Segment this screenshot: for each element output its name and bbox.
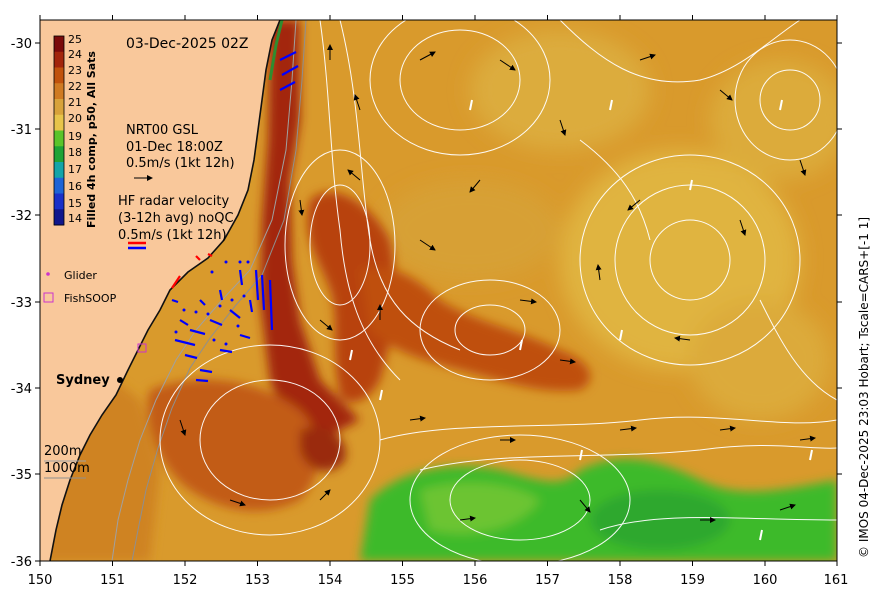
colorbar-tick: 25 <box>68 33 82 46</box>
place-label-sydney: Sydney <box>56 373 110 388</box>
x-tick-label: 150 <box>28 573 53 588</box>
colorbar-swatch <box>54 146 64 163</box>
fishsoop-label: FishSOOP <box>64 292 117 305</box>
colorbar-tick: 17 <box>68 163 82 176</box>
colorbar-frame <box>53 35 65 226</box>
y-ticks <box>35 42 842 562</box>
contour-1000m <box>131 20 307 561</box>
current-arrows <box>179 44 816 523</box>
x-tick-label: 155 <box>390 573 415 588</box>
gsl-line-3: 0.5m/s (1kt 12h) <box>126 156 235 171</box>
x-tick-label: 154 <box>318 573 343 588</box>
colorbar-label: Filled 4h comp, p50, All Sats <box>85 51 98 228</box>
colorbar-tick: 24 <box>68 48 82 61</box>
colorbar-tick: 16 <box>68 180 82 193</box>
plot-frame <box>39 19 838 562</box>
x-tick-label: 151 <box>100 573 125 588</box>
sydney-marker <box>117 377 123 383</box>
credit-text: © IMOS 04-Dec-2025 23:03 Hobart; Tscale=… <box>857 217 871 558</box>
glider-label: Glider <box>64 269 97 282</box>
x-tick-label: 159 <box>680 573 705 588</box>
gsl-line-2: 01-Dec 18:00Z <box>126 140 223 155</box>
x-tick-label: 153 <box>245 573 270 588</box>
colorbar-tick: 15 <box>68 197 82 210</box>
colorbar-swatch <box>54 130 64 147</box>
gsl-line-1: NRT00 GSL <box>126 123 199 138</box>
x-tick-label: 161 <box>824 573 849 588</box>
hf-radar-red <box>171 253 213 289</box>
radar-line-3: 0.5m/s (1kt 12h) <box>118 228 227 243</box>
depth-label-200m: 200m <box>44 444 81 459</box>
y-tick-label: -33 <box>11 296 32 311</box>
hf-radar-dots <box>174 260 250 346</box>
colorbar-swatch <box>54 99 64 116</box>
colorbar-tick: 19 <box>68 130 82 143</box>
colorbar-swatch <box>54 162 64 179</box>
y-tick-label: -34 <box>11 382 32 397</box>
radar-line-1: HF radar velocity <box>118 194 230 209</box>
colorbar-swatch <box>54 67 64 84</box>
y-tick-label: -32 <box>11 209 32 224</box>
colorbar-tick: 21 <box>68 96 82 109</box>
glider-marker <box>46 272 50 276</box>
contour-200m <box>111 20 297 561</box>
colorbar-swatch <box>54 83 64 100</box>
x-tick-label: 152 <box>173 573 198 588</box>
colorbar-swatch <box>54 177 64 194</box>
y-tick-label: -35 <box>11 468 32 483</box>
colorbar-swatch <box>54 51 64 68</box>
colorbar-ticks: 25 24 23 22 21 20 19 18 17 16 15 14 <box>68 33 82 225</box>
timestamp: 03-Dec-2025 02Z <box>126 36 249 52</box>
x-tick-label: 156 <box>463 573 488 588</box>
fishsoop-legend-marker <box>43 292 54 303</box>
colorbar-swatch <box>54 209 64 226</box>
x-ticks <box>39 15 838 566</box>
fishsoop-marker <box>137 343 147 353</box>
colorbar-tick: 14 <box>68 212 82 225</box>
colorbar-tick: 18 <box>68 146 82 159</box>
cool-water <box>360 459 837 561</box>
y-tick-label: -31 <box>11 123 32 138</box>
colorbar-tick: 20 <box>68 112 82 125</box>
plot-area <box>40 20 837 561</box>
colorbar-swatch <box>54 114 64 131</box>
colorbar <box>53 35 65 226</box>
radar-legend: HF radar velocity (3-12h avg) noQC 0.5m/… <box>118 194 234 243</box>
x-tick-label: 157 <box>535 573 560 588</box>
x-tick-label: 158 <box>608 573 633 588</box>
y-tick-label: -30 <box>11 37 32 52</box>
radar-line-2: (3-12h avg) noQC <box>118 211 234 226</box>
land <box>40 20 280 561</box>
warm-core <box>40 20 591 561</box>
colorbar-swatch <box>54 36 64 53</box>
gsl-legend: NRT00 GSL 01-Dec 18:00Z 0.5m/s (1kt 12h) <box>126 123 235 171</box>
colorbar-tick: 23 <box>68 64 82 77</box>
depth-label-1000m: 1000m <box>44 461 90 476</box>
colorbar-tick: 22 <box>68 80 82 93</box>
coastline <box>49 20 281 561</box>
x-tick-label: 160 <box>753 573 778 588</box>
colorbar-swatch <box>54 193 64 210</box>
y-tick-label: -36 <box>11 555 32 570</box>
hf-radar-vectors <box>171 51 299 383</box>
drifter-arrows <box>349 99 813 541</box>
